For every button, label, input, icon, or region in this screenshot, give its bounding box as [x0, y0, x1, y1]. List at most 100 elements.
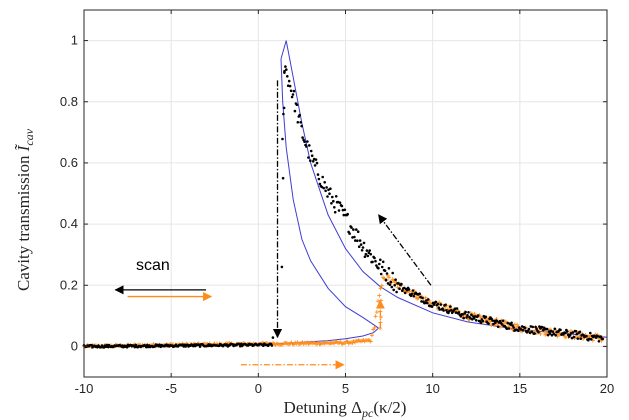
black-point	[545, 327, 549, 331]
black-point	[517, 329, 520, 333]
black-point	[424, 301, 427, 305]
black-point	[328, 192, 331, 195]
x-axis-label: Detuning Δpc(κ/2)	[284, 398, 407, 420]
black-point	[359, 243, 363, 246]
black-point	[465, 316, 468, 319]
black-point	[481, 319, 485, 323]
black-point	[418, 292, 421, 296]
black-point	[360, 249, 364, 252]
orange-point	[379, 283, 384, 288]
black-point	[369, 252, 373, 256]
black-point	[551, 330, 555, 333]
axis-ticks: -10 -5 0 5 10 15 20 0 0.2 0.4 0.6 0.8 1	[60, 10, 614, 396]
black-point	[492, 322, 495, 326]
black-point	[548, 332, 552, 335]
black-point	[455, 307, 459, 310]
black-point	[317, 177, 321, 181]
black-point	[293, 109, 297, 113]
black-point	[401, 289, 404, 293]
black-point	[309, 149, 313, 153]
black-point	[125, 345, 129, 349]
black-point	[330, 202, 333, 205]
black-point	[238, 342, 241, 346]
black-point	[576, 337, 580, 340]
black-point	[327, 188, 330, 192]
black-point	[494, 321, 497, 325]
black-point	[403, 286, 406, 290]
black-point	[356, 230, 360, 233]
black-point	[355, 228, 358, 231]
x-tick-label: -5	[165, 381, 177, 396]
orange-point	[368, 339, 373, 344]
black-point	[530, 330, 534, 334]
y-tick-label: 0.6	[60, 155, 78, 170]
black-point	[316, 173, 320, 176]
black-point	[384, 278, 388, 282]
black-point	[308, 144, 311, 147]
black-point	[371, 260, 374, 264]
black-point	[461, 313, 465, 316]
black-point	[284, 65, 287, 68]
black-point	[386, 282, 390, 285]
black-point	[410, 292, 414, 296]
black-point	[309, 159, 312, 162]
black-point	[329, 187, 332, 190]
black-point	[306, 140, 309, 143]
black-point	[270, 344, 274, 347]
black-point	[507, 327, 511, 330]
black-point	[411, 289, 415, 292]
black-point	[574, 330, 578, 333]
black-point	[523, 326, 527, 330]
scan-label: scan	[136, 257, 170, 274]
black-point	[467, 311, 470, 314]
black-point	[385, 272, 389, 275]
black-point	[387, 267, 391, 270]
black-point	[365, 249, 369, 252]
black-point	[400, 282, 403, 286]
black-point	[589, 331, 592, 335]
black-point	[281, 176, 285, 180]
black-point	[434, 300, 438, 304]
black-point	[596, 335, 600, 338]
black-point	[325, 186, 328, 189]
y-axis-label: Cavity transmission Ĩcav	[14, 128, 36, 291]
orange-point	[373, 314, 378, 319]
black-point	[449, 305, 452, 308]
black-point	[403, 291, 407, 295]
y-tick-label: 0.8	[60, 94, 78, 109]
black-point	[323, 181, 327, 184]
black-point	[546, 333, 550, 337]
y-tick-label: 0.2	[60, 277, 78, 292]
black-point	[324, 189, 327, 193]
orange-point	[374, 310, 379, 315]
black-point	[559, 328, 562, 332]
black-point	[331, 195, 334, 199]
x-tick-label: 10	[425, 381, 439, 396]
black-point	[338, 201, 342, 204]
black-point	[466, 314, 469, 317]
black-point	[487, 322, 490, 325]
black-point	[334, 195, 338, 198]
black-point	[289, 89, 293, 93]
black-point	[380, 265, 384, 269]
black-point	[474, 319, 478, 322]
black-point	[282, 112, 285, 116]
black-point	[426, 298, 430, 301]
black-point	[301, 136, 304, 139]
black-point	[449, 309, 453, 312]
orange-point	[423, 295, 428, 300]
black-point	[291, 93, 295, 96]
black-point	[343, 208, 347, 212]
black-point	[393, 283, 397, 287]
orange-point	[378, 286, 383, 291]
black-point	[298, 113, 302, 117]
black-point	[469, 316, 472, 320]
black-point	[445, 308, 448, 312]
black-point	[366, 254, 370, 258]
black-point	[537, 331, 540, 334]
black-point	[597, 340, 601, 343]
black-point	[533, 332, 536, 335]
black-point	[459, 315, 463, 318]
black-point	[571, 331, 575, 334]
